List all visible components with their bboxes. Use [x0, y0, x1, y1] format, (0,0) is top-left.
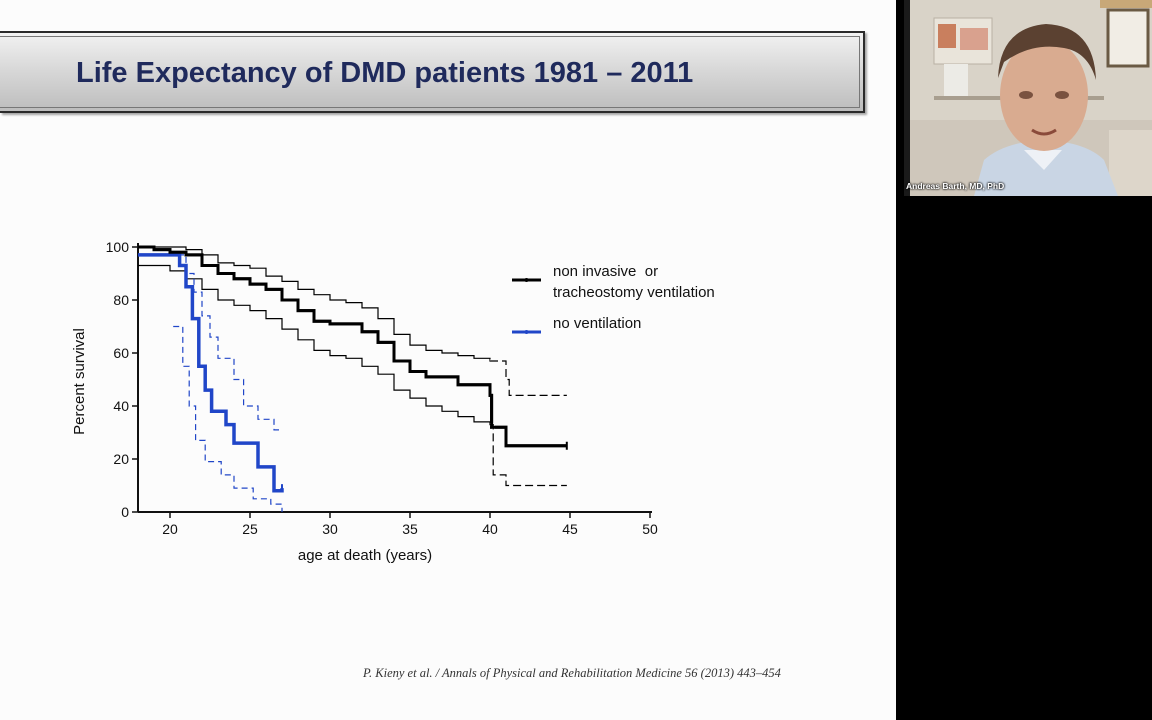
no-ventilation-survival-line [138, 253, 284, 493]
x-tick-label: 35 [402, 521, 418, 537]
y-axis-label: Percent survival [71, 328, 88, 435]
x-tick-label: 40 [482, 521, 498, 537]
legend-no-ventilation-marker [524, 330, 529, 334]
y-tick-label: 40 [113, 398, 129, 414]
x-tick-label: 45 [562, 521, 578, 537]
x-tick-label: 50 [642, 521, 658, 537]
participant-name-label: Andreas Barth, MD, PhD [906, 181, 1005, 191]
legend-ventilation-label: tracheostomy ventilation [553, 284, 715, 301]
ventilation-survival-line-top [138, 245, 567, 448]
participant-video-feed [904, 0, 1152, 196]
legend-no-ventilation-label: no ventilation [553, 315, 641, 332]
presentation-slide: Life Expectancy of DMD patients 1981 – 2… [0, 0, 896, 720]
x-tick-label: 20 [162, 521, 178, 537]
x-axis-label: age at death (years) [298, 547, 432, 564]
y-tick-label: 0 [121, 504, 129, 520]
y-tick-label: 80 [113, 292, 129, 308]
y-tick-label: 100 [106, 239, 130, 255]
x-tick-label: 25 [242, 521, 258, 537]
ventilation-ci-lower-tail-mask [490, 423, 567, 487]
x-tick-label: 30 [322, 521, 338, 537]
ventilation-ci-lower [138, 264, 567, 487]
chart-legend: non invasive or tracheostomy ventilation n… [512, 263, 715, 334]
ventilation-survival-line [138, 245, 567, 448]
chart-axes: 20 25 30 35 40 45 50 0 20 40 60 80 100 [106, 239, 658, 537]
ventilation-ci-upper-tail-mask [490, 359, 567, 397]
slide-title-bar: Life Expectancy of DMD patients 1981 – 2… [0, 31, 865, 113]
survival-chart: 20 25 30 35 40 45 50 0 20 40 60 80 100 non invasive … [71, 239, 715, 564]
no-ventilation-ci-upper [138, 254, 282, 431]
ventilation-ci-upper-tail [490, 360, 567, 396]
chart-series-layer [138, 245, 568, 512]
legend-ventilation-marker [524, 278, 529, 282]
ventilation-ci-upper [138, 246, 567, 396]
y-tick-label: 60 [113, 345, 129, 361]
citation-reference: P. Kieny et al. / Annals of Physical and… [363, 666, 781, 680]
no-ventilation-ci-lower [173, 325, 283, 512]
legend-ventilation-label: non invasive or [553, 263, 658, 280]
y-tick-label: 20 [113, 451, 129, 467]
participant-video-tile[interactable] [904, 0, 1152, 196]
